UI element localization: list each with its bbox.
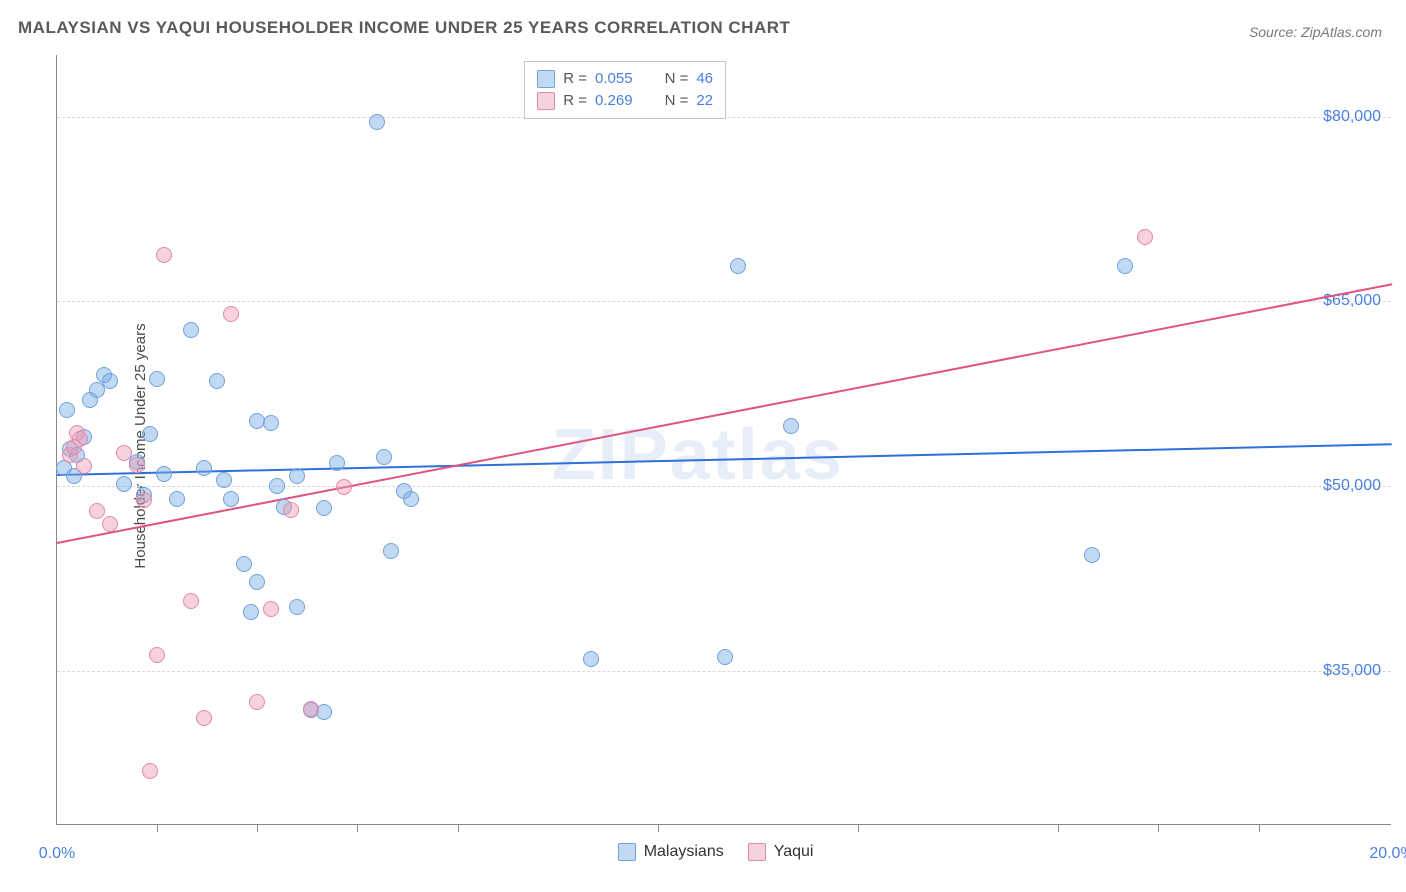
- gridline-h: [57, 301, 1391, 302]
- data-point: [1137, 229, 1153, 245]
- data-point: [783, 418, 799, 434]
- data-point: [263, 601, 279, 617]
- stat-row: R = 0.055 N = 46: [537, 68, 713, 90]
- data-point: [156, 466, 172, 482]
- stat-label: R =: [563, 68, 587, 90]
- x-tick-mark: [1058, 824, 1059, 832]
- data-point: [216, 472, 232, 488]
- data-point: [1084, 547, 1100, 563]
- data-point: [116, 445, 132, 461]
- y-tick-label: $80,000: [1323, 108, 1381, 126]
- x-tick-mark: [157, 824, 158, 832]
- gridline-h: [57, 671, 1391, 672]
- data-point: [142, 426, 158, 442]
- x-tick-mark: [658, 824, 659, 832]
- data-point: [249, 574, 265, 590]
- stat-row: R = 0.269 N = 22: [537, 90, 713, 112]
- data-point: [149, 647, 165, 663]
- data-point: [116, 476, 132, 492]
- x-tick-mark: [1158, 824, 1159, 832]
- data-point: [383, 543, 399, 559]
- stat-label: N =: [665, 68, 689, 90]
- legend-label: Yaqui: [774, 843, 814, 861]
- source-label: Source: ZipAtlas.com: [1249, 24, 1382, 40]
- legend-item: Yaqui: [748, 843, 814, 861]
- data-point: [263, 415, 279, 431]
- legend-swatch: [537, 70, 555, 88]
- data-point: [1117, 258, 1133, 274]
- x-tick-mark: [357, 824, 358, 832]
- x-tick-mark: [1259, 824, 1260, 832]
- x-tick-mark: [858, 824, 859, 832]
- stat-r-value: 0.269: [595, 90, 633, 112]
- stat-box: R = 0.055 N = 46 R = 0.269 N = 22: [524, 61, 726, 119]
- x-tick-label: 0.0%: [39, 845, 75, 863]
- data-point: [76, 458, 92, 474]
- data-point: [289, 468, 305, 484]
- legend-item: Malaysians: [618, 843, 724, 861]
- data-point: [289, 599, 305, 615]
- data-point: [183, 593, 199, 609]
- stat-label: N =: [665, 90, 689, 112]
- stat-n-value: 46: [696, 68, 713, 90]
- data-point: [183, 322, 199, 338]
- x-tick-label: 20.0%: [1369, 845, 1406, 863]
- data-point: [209, 373, 225, 389]
- data-point: [89, 503, 105, 519]
- x-tick-mark: [257, 824, 258, 832]
- x-tick-mark: [458, 824, 459, 832]
- data-point: [196, 460, 212, 476]
- watermark: ZIPatlas: [552, 414, 844, 496]
- gridline-h: [57, 486, 1391, 487]
- data-point: [196, 710, 212, 726]
- legend-swatch: [748, 843, 766, 861]
- data-point: [403, 491, 419, 507]
- stat-r-value: 0.055: [595, 68, 633, 90]
- data-point: [303, 701, 319, 717]
- data-point: [583, 651, 599, 667]
- legend: Malaysians Yaqui: [618, 843, 814, 861]
- data-point: [59, 402, 75, 418]
- data-point: [142, 763, 158, 779]
- plot-area: $35,000$50,000$65,000$80,0000.0%20.0%ZIP…: [56, 55, 1391, 825]
- legend-label: Malaysians: [644, 843, 724, 861]
- data-point: [336, 479, 352, 495]
- data-point: [329, 455, 345, 471]
- data-point: [223, 306, 239, 322]
- data-point: [376, 449, 392, 465]
- data-point: [102, 516, 118, 532]
- legend-swatch: [537, 92, 555, 110]
- data-point: [72, 431, 88, 447]
- chart-title: MALAYSIAN VS YAQUI HOUSEHOLDER INCOME UN…: [18, 18, 790, 38]
- data-point: [129, 457, 145, 473]
- data-point: [136, 492, 152, 508]
- legend-swatch: [618, 843, 636, 861]
- data-point: [249, 694, 265, 710]
- data-point: [717, 649, 733, 665]
- data-point: [316, 704, 332, 720]
- data-point: [269, 478, 285, 494]
- data-point: [223, 491, 239, 507]
- data-point: [156, 247, 172, 263]
- trend-line: [57, 443, 1392, 476]
- data-point: [369, 114, 385, 130]
- y-tick-label: $50,000: [1323, 477, 1381, 495]
- data-point: [236, 556, 252, 572]
- stat-n-value: 22: [696, 90, 713, 112]
- data-point: [169, 491, 185, 507]
- data-point: [730, 258, 746, 274]
- data-point: [316, 500, 332, 516]
- data-point: [243, 604, 259, 620]
- stat-label: R =: [563, 90, 587, 112]
- data-point: [149, 371, 165, 387]
- data-point: [283, 502, 299, 518]
- y-tick-label: $35,000: [1323, 662, 1381, 680]
- data-point: [102, 373, 118, 389]
